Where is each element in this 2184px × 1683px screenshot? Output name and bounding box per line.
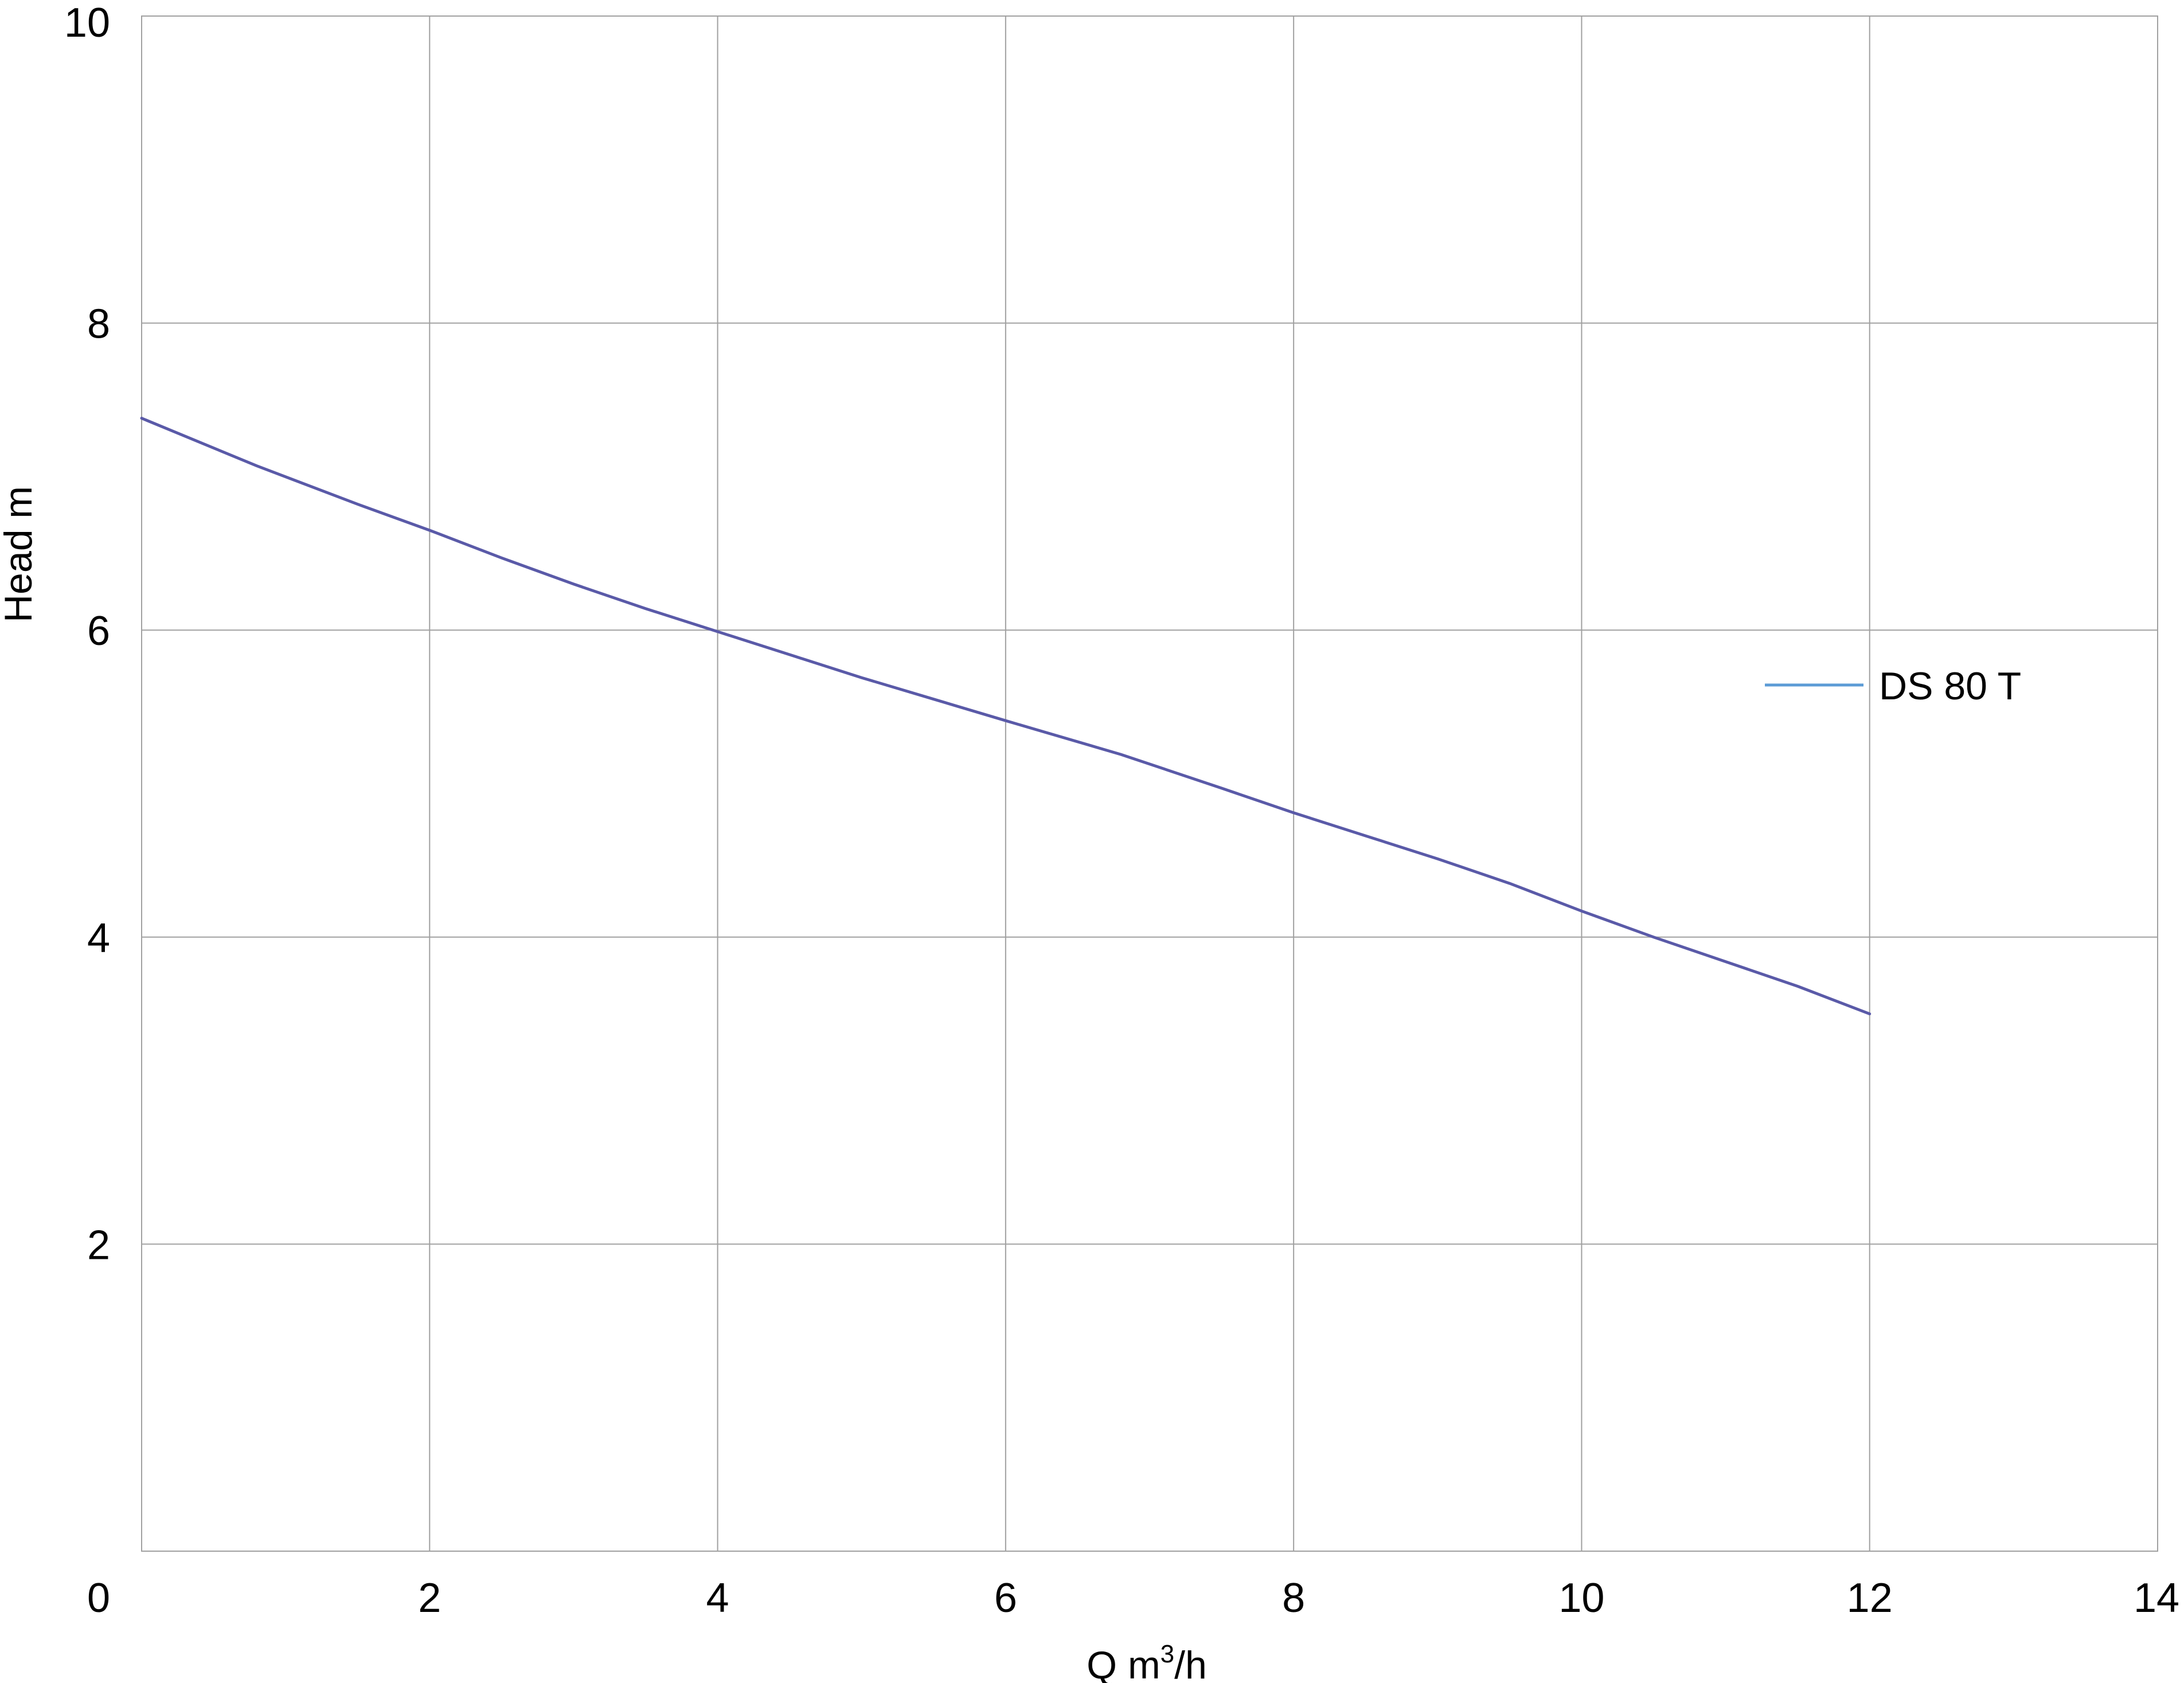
x-tick-label-8: 8: [1282, 1575, 1305, 1621]
x-tick-label-4: 4: [706, 1575, 729, 1621]
series-line-ds-80-t: [140, 417, 1872, 1016]
x-axis-title-main: Q m: [1087, 1643, 1160, 1683]
x-axis-title: Q m3/h: [1087, 1640, 1207, 1683]
x-tick-label-6: 6: [994, 1575, 1017, 1621]
x-tick-label-12: 12: [1847, 1575, 1893, 1621]
series-layer: [140, 417, 1872, 1016]
legend: DS 80 T: [1765, 664, 2021, 708]
x-tick-label-14: 14: [2134, 1575, 2179, 1621]
x-tick-label-0: 0: [87, 1575, 110, 1621]
grid: [142, 16, 2158, 1551]
x-axis-ticks: 0 2 4 6 8 10 12 14: [87, 1575, 2179, 1621]
x-tick-label-10: 10: [1558, 1575, 1604, 1621]
y-tick-label-6: 6: [87, 608, 110, 654]
y-tick-label-10: 10: [64, 0, 110, 46]
x-axis-title-superscript: 3: [1161, 1640, 1174, 1668]
y-tick-label-8: 8: [87, 302, 110, 347]
plot-area: [141, 15, 2158, 1552]
y-axis-title: Head m: [0, 486, 40, 623]
x-tick-label-2: 2: [418, 1575, 441, 1621]
y-axis-ticks: 2 4 6 8 10: [64, 0, 110, 1268]
y-tick-label-2: 2: [87, 1222, 110, 1268]
legend-label-ds-80-t: DS 80 T: [1879, 664, 2021, 708]
y-tick-label-4: 4: [87, 915, 110, 961]
x-axis-title-suffix: /h: [1174, 1643, 1207, 1683]
